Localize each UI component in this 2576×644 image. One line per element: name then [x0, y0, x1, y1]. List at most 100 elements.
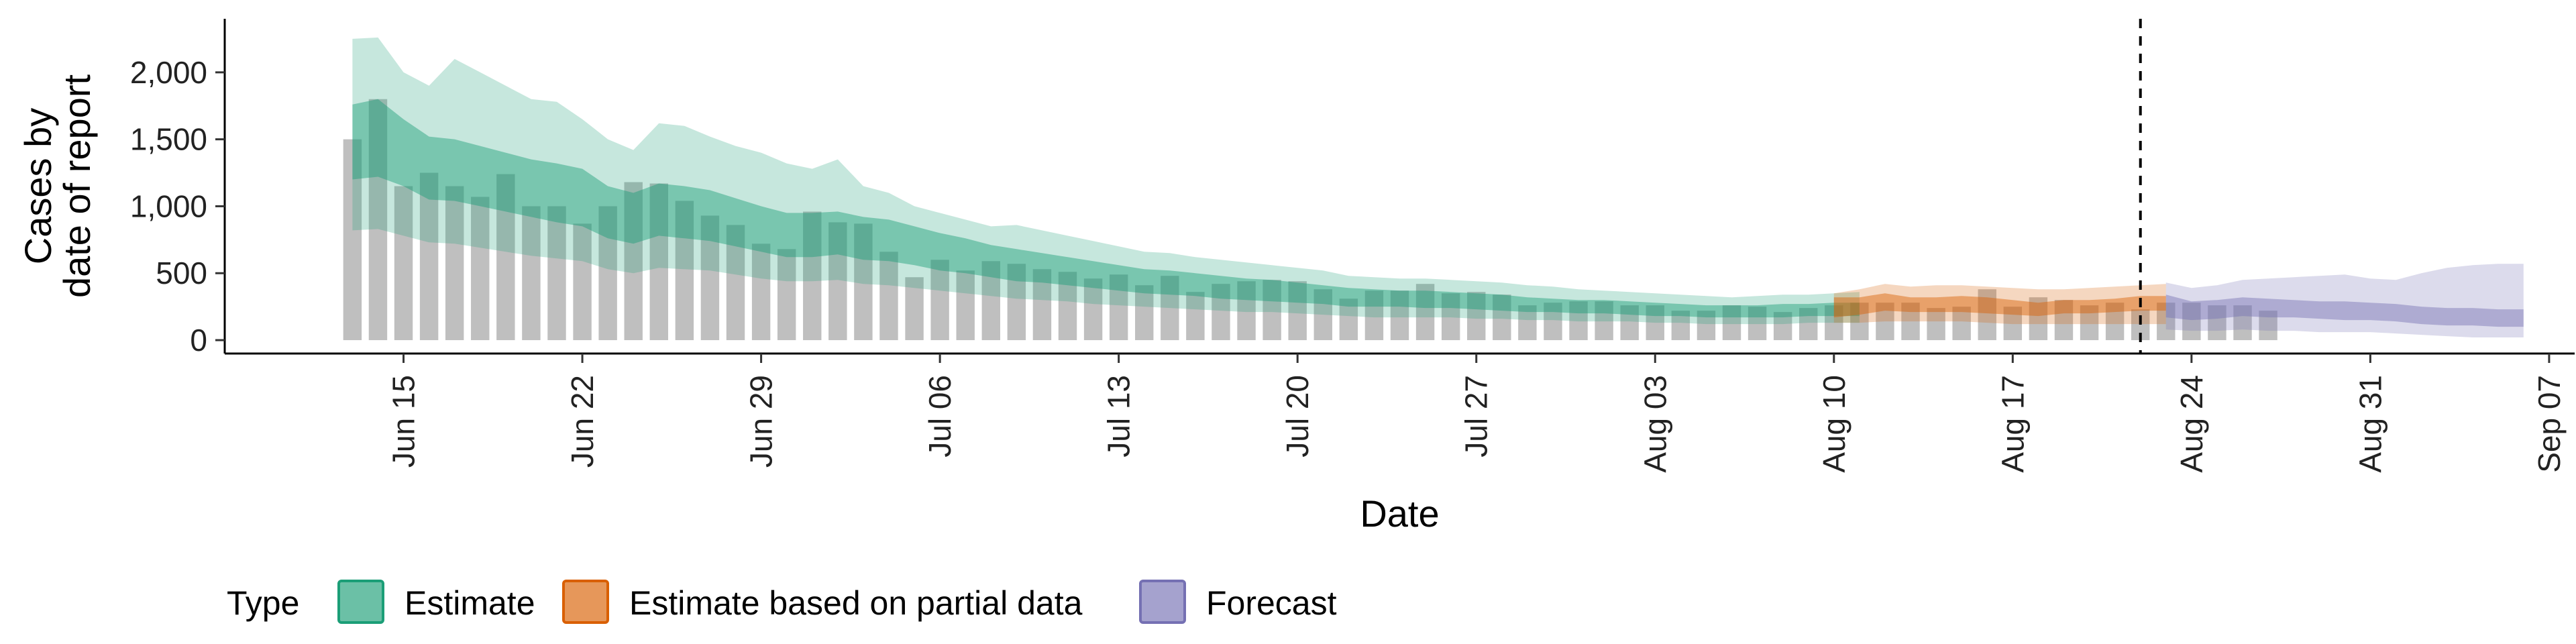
observed-bar: [1518, 305, 1537, 341]
observed-bar: [1952, 307, 1971, 341]
y-tick-label: 2,000: [130, 55, 207, 90]
x-tick-label: Aug 31: [2353, 375, 2387, 473]
axes: 0 500 1,000 1,500 2,000 Jun 15 Jun 22 Jun 29 Jul…: [17, 19, 2575, 535]
x-tick-label: Jun 22: [565, 375, 600, 468]
observed-bar: [1186, 292, 1205, 341]
y-tick-label: 0: [190, 323, 207, 358]
observed-bar: [751, 244, 771, 341]
legend-label-estimate: Estimate: [405, 584, 535, 622]
observed-bar: [2029, 297, 2048, 341]
observed-bar: [2182, 303, 2201, 341]
legend-key-estimate-based-on-partial-data: [562, 580, 609, 624]
observed-bar: [1697, 311, 1716, 341]
observed-bar: [1364, 290, 1384, 341]
legend-key-forecast: [1139, 580, 1186, 624]
estimate-ribbon-50: [352, 99, 1860, 318]
legend-label-forecast: Forecast: [1206, 584, 1337, 622]
observed-bar: [2080, 305, 2099, 341]
observed-bar: [1161, 276, 1179, 341]
observed-bar: [854, 223, 873, 341]
x-tick-label: Jul 06: [922, 375, 957, 458]
observed-bar: [2054, 300, 2074, 341]
observed-bar: [1212, 284, 1230, 341]
observed-bar: [522, 206, 541, 341]
observed-bar: [1390, 290, 1409, 341]
observed-bar: [905, 277, 924, 341]
observed-bar: [1773, 312, 1792, 341]
observed-bar: [1978, 289, 1996, 341]
observed-bar: [1109, 274, 1128, 341]
observed-bar: [2105, 303, 2125, 341]
x-tick-label: Jul 27: [1459, 375, 1494, 458]
observed-bar: [1595, 301, 1613, 341]
observed-bar: [879, 252, 898, 341]
observed-bar: [573, 223, 592, 341]
observed-bar: [1748, 307, 1767, 341]
y-tick-label: 1,500: [130, 122, 207, 157]
observed-bar: [598, 206, 617, 341]
observed-bar: [1083, 278, 1103, 341]
x-tick-label: Aug 24: [2174, 375, 2209, 473]
observed-bar: [1493, 294, 1511, 341]
observed-bar: [803, 211, 822, 341]
observed-bar: [700, 215, 720, 341]
x-tick-label: Aug 03: [1638, 375, 1672, 473]
observed-bar: [445, 186, 464, 341]
observed-bar: [956, 270, 975, 341]
legend-key-estimate: [337, 580, 384, 624]
observed-bar: [1467, 292, 1486, 341]
legend-label-estimate-based-on-partial-data: Estimate based on partial data: [629, 584, 1083, 622]
observed-bar: [368, 99, 388, 341]
legend: Type Estimate Estimate based on partial da…: [227, 580, 1337, 624]
observed-bar: [1671, 311, 1690, 341]
observed-bar: [1032, 269, 1052, 341]
y-tick-label: 500: [156, 256, 207, 290]
observed-bar: [1825, 305, 1843, 341]
observed-bar: [930, 260, 949, 341]
x-tick-label: Sep 07: [2532, 375, 2567, 473]
observed-bar: [1441, 293, 1460, 341]
estimate-based-on-partial-data-ribbon-50: [1833, 293, 2166, 318]
observed-bar: [1237, 281, 1256, 341]
observed-bar: [2208, 305, 2226, 341]
observed-bar: [1799, 308, 1818, 341]
observed-bar: [726, 225, 745, 341]
observed-bar: [1007, 264, 1026, 341]
observed-bar: [1415, 284, 1435, 341]
observed-bar: [2259, 311, 2277, 341]
observed-bar: [1339, 299, 1358, 341]
forecast-ribbon-90: [2165, 264, 2524, 337]
estimate-based-on-partial-data-ribbon-90: [1833, 284, 2166, 325]
observed-bar: [981, 261, 1000, 341]
observed-bar: [1263, 280, 1281, 341]
x-tick-label: Aug 10: [1817, 375, 1851, 473]
observed-bar: [1901, 303, 1920, 341]
observed-bar: [394, 186, 413, 341]
observed-bar: [1876, 303, 1894, 341]
y-axis-title: date of report: [56, 74, 98, 299]
observed-bar: [828, 222, 847, 341]
observed-bar: [1288, 281, 1307, 341]
observed-bar: [343, 139, 362, 341]
estimate-ribbon-90: [352, 37, 1860, 325]
observed-bar: [2157, 303, 2176, 341]
y-tick-label: 1,000: [130, 189, 207, 223]
observed-bar: [1544, 303, 1562, 341]
observed-bar: [471, 197, 490, 341]
observed-bar: [624, 182, 643, 341]
x-tick-label: Jun 15: [386, 375, 421, 468]
x-tick-label: Jul 13: [1102, 375, 1136, 458]
observed-bar: [1646, 305, 1664, 341]
x-tick-label: Jun 29: [744, 375, 779, 468]
observed-bar: [496, 174, 515, 341]
observed-bar: [1620, 305, 1639, 341]
observed-bar: [547, 206, 566, 341]
y-axis-title: Cases by: [17, 108, 59, 264]
legend-title: Type: [227, 584, 299, 622]
observed-bar: [777, 249, 796, 341]
observed-bar: [2233, 305, 2252, 341]
observed-bar: [1850, 303, 1869, 341]
observed-bar: [1313, 289, 1332, 341]
observed-bar: [2003, 307, 2023, 341]
